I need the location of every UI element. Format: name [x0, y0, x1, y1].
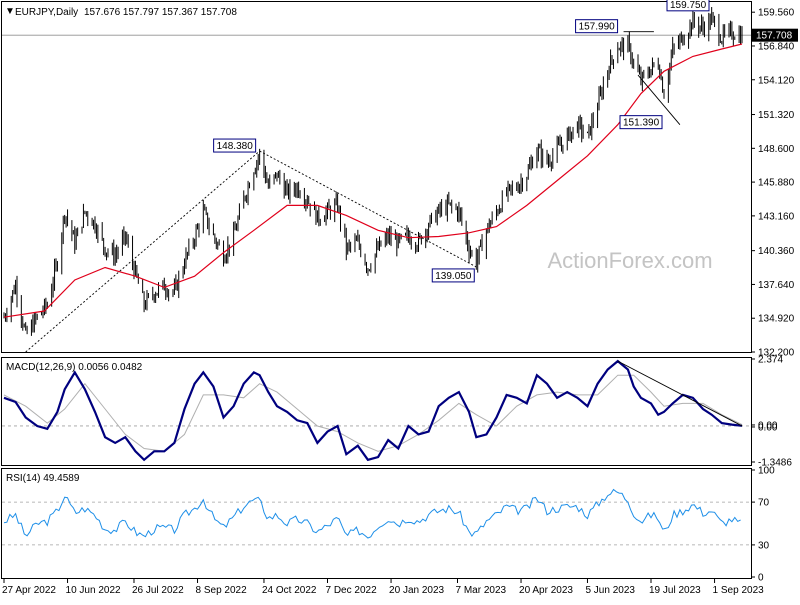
- price-panel: 159.560 156.840 154.120 151.320 148.600 145.8…: [2, 0, 795, 359]
- price-annotation-box: [575, 19, 619, 34]
- rsi-tick-label: 100: [758, 466, 775, 477]
- price-annotation: 148.380: [213, 138, 257, 153]
- price-tick-label: 156.840: [758, 41, 795, 52]
- price-annotation-label: 151.390: [623, 118, 660, 129]
- macd-label: MACD(12,26,9) 0.0056 0.0482: [6, 362, 143, 373]
- price-trendline: [637, 74, 681, 126]
- rsi-tick-label: 30: [758, 540, 770, 551]
- time-tick-label: 5 Jun 2023: [585, 585, 635, 596]
- price-tick-label: 154.120: [758, 75, 795, 86]
- price-annotation-box: [619, 115, 663, 130]
- price-annotation-label: 148.380: [217, 141, 254, 152]
- rsi-panel: 100 70 30 0: [2, 466, 775, 584]
- rsi-label: RSI(14) 49.4589: [6, 473, 80, 484]
- current-price-label: 157.708: [756, 31, 793, 42]
- price-annotation: 159.750: [666, 0, 710, 12]
- macd-tick-label: 0.00: [758, 420, 778, 431]
- price-tick-label: 143.160: [758, 211, 795, 222]
- time-axis: 27 Apr 2022 10 Jun 2022 26 Jul 2022 8 Sep 2…: [2, 579, 764, 596]
- price-tick-label: 148.600: [758, 144, 795, 155]
- rsi-panel-frame: [1, 468, 752, 579]
- macd-tick-label: -1.3486: [758, 458, 792, 469]
- rsi-tick-label: 0: [758, 573, 764, 584]
- rsi-tick-label: 70: [758, 498, 770, 509]
- time-tick-label: 20 Jan 2023: [389, 585, 444, 596]
- symbol-dropdown-icon[interactable]: ▼: [5, 6, 15, 17]
- price-tick-label: 151.320: [758, 110, 795, 121]
- price-trendline: [259, 150, 477, 268]
- price-tick-label: 159.560: [758, 8, 795, 19]
- time-tick-label: 10 Jun 2022: [66, 585, 121, 596]
- time-tick-label: 8 Sep 2022: [196, 585, 248, 596]
- price-tick-label: 132.200: [758, 348, 795, 359]
- price-annotation: 157.990: [575, 19, 619, 34]
- moving-average-line: [3, 43, 743, 318]
- macd-signal-line: [3, 374, 743, 452]
- price-tick-label: 140.360: [758, 246, 795, 257]
- price-trendline: [25, 150, 260, 353]
- macd-trendline: [617, 360, 743, 427]
- price-annotation: 139.050: [431, 268, 475, 283]
- price-annotation-box: [213, 138, 257, 153]
- symbol-caption: EURJPY,Daily: [15, 7, 78, 18]
- macd-tick-label: 0.00: [758, 422, 778, 433]
- price-annotation-label: 159.750: [670, 0, 707, 11]
- price-annotation-label: 157.990: [579, 22, 616, 33]
- macd-tick-label: 2.374: [758, 355, 783, 366]
- macd-line: [3, 359, 743, 462]
- price-tick-label: 145.880: [758, 178, 795, 189]
- rsi-line: [3, 488, 741, 539]
- time-tick-label: 24 Oct 2022: [262, 585, 317, 596]
- price-tick-label: 134.920: [758, 314, 795, 325]
- price-annotation-box: [431, 268, 475, 283]
- price-annotation: 151.390: [619, 115, 663, 130]
- ohlc-readout: 157.676 157.797 157.367 157.708: [84, 7, 237, 18]
- time-tick-label: 26 Jul 2022: [132, 585, 184, 596]
- current-price-tag-bg: [752, 28, 798, 42]
- time-tick-label: 1 Sep 2023: [713, 585, 765, 596]
- price-annotation-box: [666, 0, 710, 12]
- time-tick-label: 19 Jul 2023: [649, 585, 701, 596]
- time-tick-label: 20 Apr 2023: [519, 585, 573, 596]
- macd-panel-frame: [1, 357, 752, 466]
- time-tick-label: 7 Mar 2023: [455, 585, 506, 596]
- price-annotation-label: 139.050: [435, 271, 472, 282]
- time-tick-label: 27 Apr 2022: [2, 585, 56, 596]
- price-tick-label: 137.640: [758, 280, 795, 291]
- current-price-tag: 157.708: [752, 28, 798, 42]
- time-tick-label: 7 Dec 2022: [326, 585, 378, 596]
- price-panel-frame: [1, 1, 752, 353]
- watermark: ActionForex.com: [547, 248, 712, 273]
- price-candles: [3, 7, 743, 336]
